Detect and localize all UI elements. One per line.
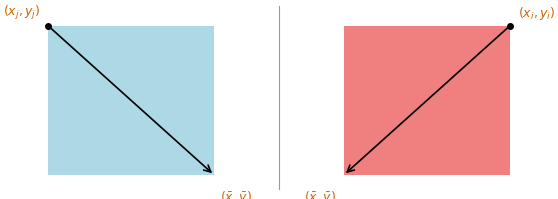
Bar	[48, 26, 214, 175]
Text: $(x_i, y_i)$: $(x_i, y_i)$	[518, 5, 555, 22]
Bar	[344, 26, 510, 175]
Text: $(x_j, y_j)$: $(x_j, y_j)$	[3, 4, 40, 22]
Text: $(\bar{x}, \bar{y})$: $(\bar{x}, \bar{y})$	[304, 189, 336, 199]
Text: $(\bar{x}, \bar{y})$: $(\bar{x}, \bar{y})$	[220, 189, 252, 199]
